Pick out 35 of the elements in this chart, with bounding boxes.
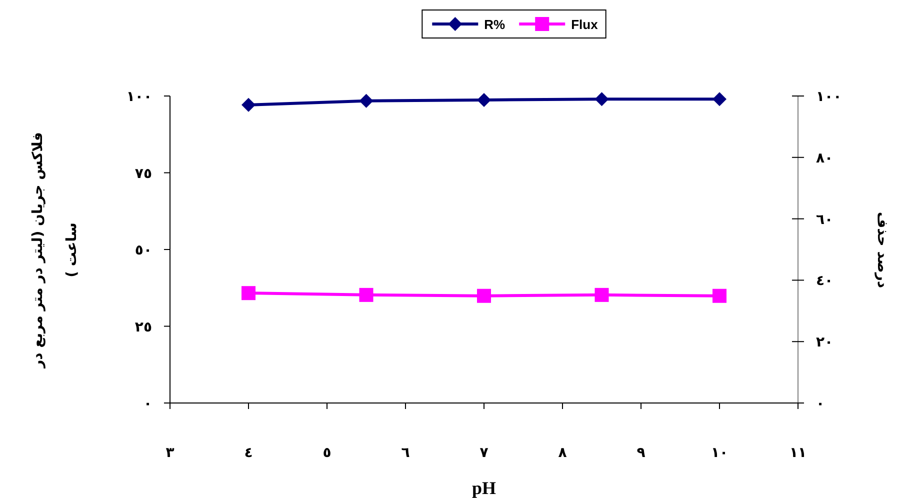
point — [477, 92, 491, 107]
y2-tick-label: ١٠٠ — [816, 89, 842, 105]
point — [359, 288, 374, 302]
y2-tick-label: ٠ — [816, 396, 825, 412]
y2-tick-label: ٦٠ — [816, 212, 834, 228]
point — [712, 288, 726, 303]
point — [594, 92, 609, 106]
y2-axis-title: درصد حذف — [873, 210, 891, 290]
point — [359, 94, 374, 108]
x-tick-label: ٩ — [636, 445, 646, 461]
y-tick-label: ٢٥ — [134, 319, 152, 336]
x-tick-label: ٧ — [480, 445, 489, 461]
x-tick-label: ١٠ — [710, 445, 728, 461]
x-tick-label: ١١ — [789, 445, 807, 461]
x-tick-label: ٥ — [322, 445, 332, 461]
legend-label: R% — [484, 17, 506, 32]
x-tick-label: ٦ — [401, 445, 410, 461]
legend-label: Flux — [571, 17, 599, 32]
point — [594, 288, 609, 302]
y2-tick-label: ٤٠ — [816, 273, 834, 290]
x-tick-label: ٣ — [166, 445, 175, 461]
x-tick-label: ٤ — [244, 445, 253, 461]
y-tick-label: ٧٥ — [134, 166, 152, 182]
y-tick-label: ٠ — [143, 396, 152, 412]
y2-tick-label: ٢٠ — [816, 334, 834, 351]
y2-tick-label: ٨٠ — [816, 150, 834, 166]
text: فلاکس جریان (لیتر در متر مربع در ساعت ) — [30, 132, 80, 368]
x-tick-label: ٨ — [558, 445, 568, 461]
point — [712, 92, 726, 106]
y-tick-label: ١٠٠ — [126, 89, 152, 105]
point — [477, 288, 491, 303]
point — [242, 286, 256, 300]
x-axis-title: pH — [472, 478, 496, 498]
y-tick-label: ٥٠ — [134, 242, 152, 258]
point — [242, 98, 256, 112]
